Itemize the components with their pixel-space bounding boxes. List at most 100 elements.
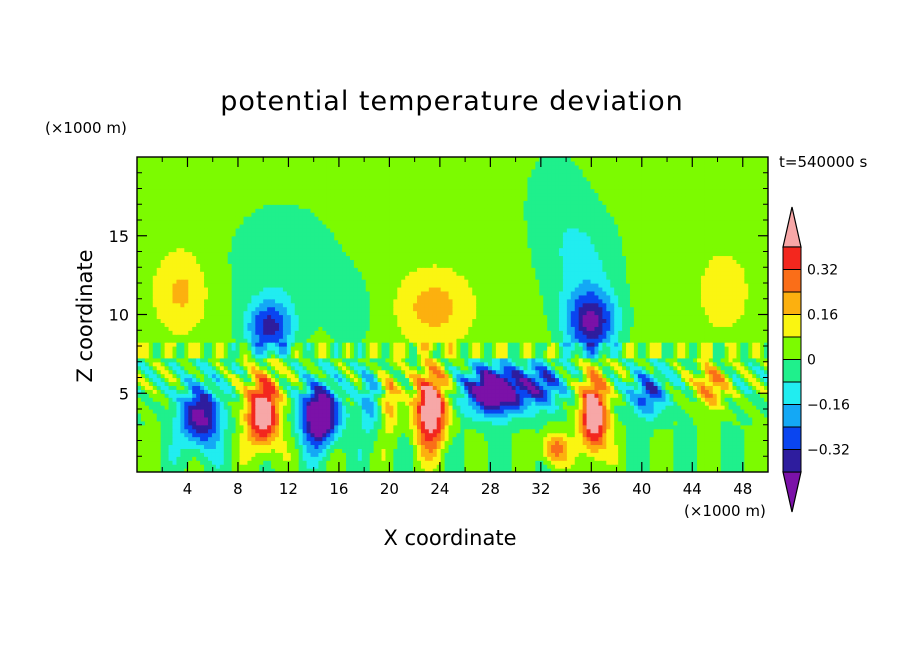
- contour-cell: [519, 432, 525, 438]
- contour-cell: [432, 365, 438, 371]
- contour-cell: [570, 416, 576, 422]
- contour-cell: [377, 405, 383, 410]
- contour-cell: [697, 377, 702, 383]
- contour-cell: [476, 361, 481, 367]
- contour-cell: [700, 436, 706, 442]
- contour-cell: [499, 377, 505, 383]
- contour-cell: [610, 444, 615, 449]
- contour-cell: [346, 397, 351, 402]
- contour-cell: [436, 452, 442, 457]
- contour-cell: [286, 452, 292, 457]
- contour-cell: [381, 389, 387, 394]
- contour-cell: [140, 381, 146, 386]
- contour-cell: [562, 444, 568, 449]
- contour-cell: [484, 369, 489, 375]
- contour-cell: [720, 381, 726, 386]
- contour-cell: [334, 464, 339, 469]
- contour-cell: [704, 385, 710, 390]
- contour-cell: [708, 377, 714, 383]
- contour-cell: [712, 401, 718, 406]
- contour-cell: [401, 393, 406, 398]
- contour-cell: [401, 448, 406, 453]
- contour-cell: [294, 424, 300, 430]
- contour-cell: [594, 349, 600, 355]
- contour-cell: [472, 389, 477, 394]
- contour-cell: [385, 428, 390, 434]
- contour-cell: [637, 452, 643, 457]
- contour-cell: [712, 424, 718, 430]
- contour-cell: [673, 369, 678, 375]
- contour-cell: [377, 385, 383, 390]
- contour-cell: [223, 369, 229, 375]
- contour-cell: [338, 420, 343, 426]
- contour-cell: [669, 353, 674, 359]
- contour-cell: [519, 373, 525, 379]
- contour-cell: [539, 353, 544, 359]
- contour-cell: [535, 369, 540, 375]
- contour-cell: [693, 369, 698, 375]
- contour-cell: [168, 420, 174, 426]
- contour-cell: [322, 420, 327, 426]
- contour-cell: [602, 436, 607, 442]
- contour-cell: [468, 452, 473, 457]
- contour-cell: [681, 456, 686, 461]
- contour-cell: [484, 412, 489, 418]
- contour-cell: [708, 452, 714, 457]
- contour-cell: [551, 393, 556, 398]
- contour-cell: [207, 424, 213, 430]
- contour-cell: [661, 369, 667, 375]
- contour-cell: [180, 346, 185, 351]
- contour-cell: [424, 436, 430, 442]
- contour-cell: [160, 393, 166, 398]
- contour-cell: [491, 420, 497, 426]
- contour-cell: [677, 397, 682, 402]
- contour-cell: [649, 456, 655, 461]
- contour-cell: [156, 361, 162, 367]
- contour-cell: [251, 373, 256, 379]
- contour-cell: [322, 369, 327, 375]
- contour-cell: [342, 361, 347, 367]
- contour-cell: [547, 397, 552, 402]
- contour-cell: [286, 460, 292, 465]
- contour-cell: [137, 456, 142, 461]
- contour-cell: [523, 381, 529, 386]
- contour-cell: [342, 428, 347, 434]
- contour-cell: [401, 373, 406, 379]
- contour-cell: [223, 353, 229, 359]
- contour-cell: [523, 361, 529, 367]
- contour-cell: [697, 393, 702, 398]
- contour-cell: [570, 377, 576, 383]
- contour-cell: [748, 468, 753, 472]
- contour-cell: [156, 460, 162, 465]
- contour-cell: [641, 365, 647, 371]
- contour-cell: [460, 428, 465, 434]
- contour-cell: [547, 460, 552, 465]
- contour-cell: [334, 357, 339, 363]
- contour-cell: [424, 349, 430, 355]
- contour-cell: [247, 428, 252, 434]
- contour-cell: [184, 389, 189, 394]
- contour-cell: [491, 365, 497, 371]
- contour-cell: [515, 377, 521, 383]
- contour-cell: [456, 428, 461, 434]
- contour-cell: [728, 357, 734, 363]
- contour-cell: [271, 365, 276, 371]
- contour-cell: [594, 468, 600, 472]
- contour-cell: [582, 409, 588, 414]
- contour-cell: [310, 420, 316, 426]
- contour-cell: [369, 424, 375, 430]
- contour-cell: [231, 436, 237, 442]
- contour-cell: [219, 401, 225, 406]
- contour-cell: [310, 373, 316, 379]
- contour-cell: [657, 373, 663, 379]
- contour-cell: [677, 409, 682, 414]
- contour-cell: [661, 365, 667, 371]
- contour-cell: [665, 409, 670, 414]
- contour-cell: [267, 448, 272, 453]
- contour-cell: [342, 436, 347, 442]
- contour-cell: [645, 424, 651, 430]
- contour-cell: [460, 393, 465, 398]
- contour-cell: [590, 416, 596, 422]
- contour-cell: [247, 365, 252, 371]
- contour-cell: [685, 412, 690, 418]
